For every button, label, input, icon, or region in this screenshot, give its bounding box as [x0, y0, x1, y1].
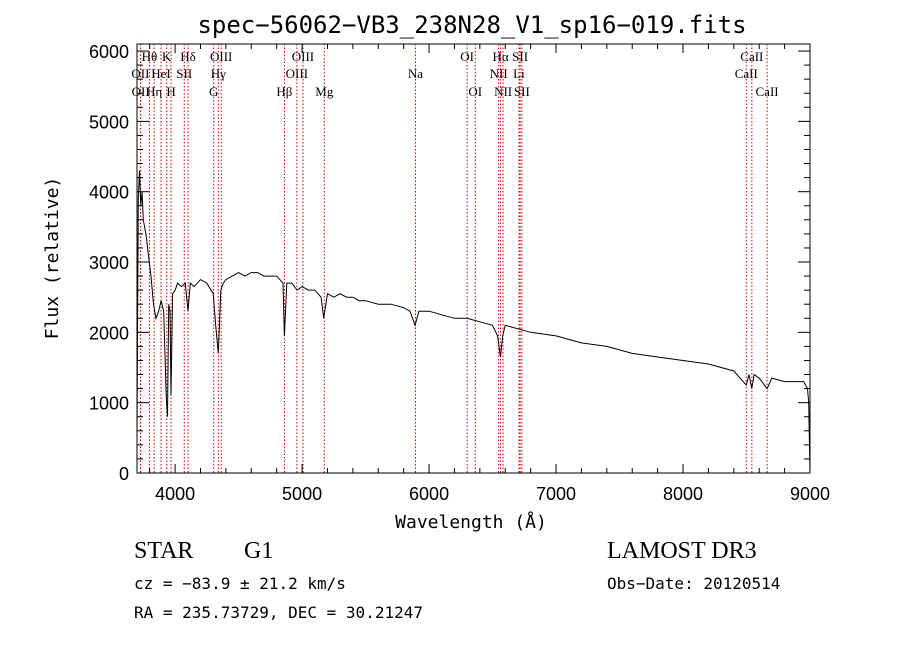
- x-tick-label: 6000: [409, 484, 449, 504]
- x-tick-label: 4000: [155, 484, 195, 504]
- line-label: HeI: [151, 66, 171, 81]
- ra-dec: RA = 235.73729, DEC = 30.21247: [134, 603, 423, 622]
- observation-date: Obs−Date: 20120514: [607, 574, 781, 593]
- y-tick-label: 3000: [89, 253, 129, 273]
- line-label: SII: [176, 66, 192, 81]
- y-tick-label: 0: [119, 464, 129, 484]
- line-label: Hθ: [142, 49, 158, 64]
- survey-name: LAMOST DR3: [607, 538, 757, 564]
- line-label: Mg: [315, 84, 334, 99]
- line-markers: [139, 44, 768, 473]
- line-label: G: [209, 84, 218, 99]
- redshift-cz: cz = −83.9 ± 21.2 km/s: [134, 574, 346, 593]
- line-label: OIII: [292, 49, 314, 64]
- x-tick-label: 8000: [663, 484, 703, 504]
- y-tick-label: 5000: [89, 112, 129, 132]
- x-axis-label: Wavelength (Å): [395, 511, 547, 533]
- line-label: SII: [512, 49, 528, 64]
- line-label: CaII: [756, 84, 779, 99]
- line-label: OII: [132, 84, 150, 99]
- line-label: H: [166, 84, 175, 99]
- y-tick-label: 4000: [89, 183, 129, 203]
- line-label: CaII: [735, 66, 758, 81]
- line-label: NII: [494, 84, 512, 99]
- spectrum-line: [136, 170, 811, 474]
- line-label: Hγ: [211, 66, 226, 81]
- x-tick-label: 5000: [282, 484, 322, 504]
- line-label: Hα: [492, 49, 508, 64]
- line-label: Hη: [146, 84, 162, 99]
- line-label: OI: [468, 84, 482, 99]
- line-label: K: [162, 49, 172, 64]
- line-label: OIII: [210, 49, 232, 64]
- y-tick-label: 6000: [89, 42, 129, 62]
- y-axis-label: Flux (relative): [42, 177, 63, 340]
- chart-title: spec−56062−VB3_238N28_V1_sp16−019.fits: [197, 11, 746, 39]
- y-tick-label: 2000: [89, 323, 129, 343]
- line-label: Hδ: [180, 49, 196, 64]
- object-class: STAR: [134, 538, 194, 564]
- x-tick-label: 9000: [790, 484, 830, 504]
- object-subclass: G1: [244, 538, 274, 564]
- spectrum-chart: spec−56062−VB3_238N28_V1_sp16−019.fits H…: [42, 11, 830, 533]
- y-tick-label: 1000: [89, 394, 129, 414]
- line-label: SII: [514, 84, 530, 99]
- line-label: Hβ: [276, 84, 292, 99]
- x-tick-label: 7000: [536, 484, 576, 504]
- line-label: NII: [490, 66, 508, 81]
- line-label: OII: [131, 66, 149, 81]
- line-label: Li: [513, 66, 525, 81]
- line-label: CaII: [740, 49, 763, 64]
- plot-frame: [136, 43, 811, 474]
- line-label: OIII: [286, 66, 308, 81]
- axis-ticks: 4000 5000 6000 7000 8000 9000 0 1000 2000 3000 400…: [89, 42, 830, 504]
- line-label: Na: [408, 66, 423, 81]
- line-label: OI: [460, 49, 474, 64]
